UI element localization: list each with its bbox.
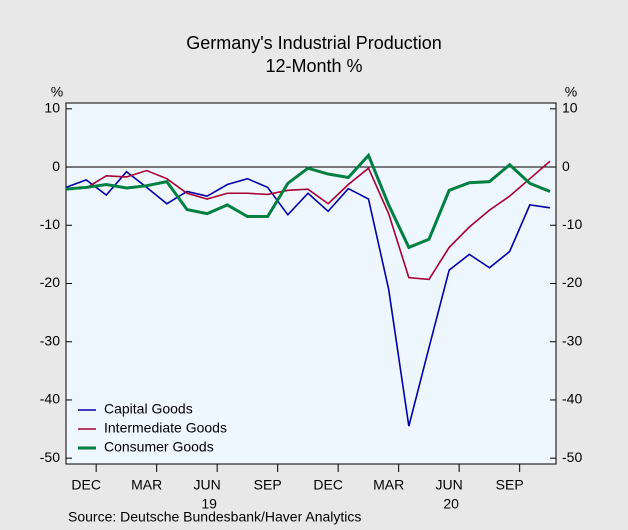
x-tick-label: JUN (194, 477, 221, 493)
series-line (65, 160, 551, 281)
y-tick-label: -30 (40, 332, 60, 348)
y2-tick-label: -30 (562, 332, 582, 348)
y-tick-label: -10 (40, 216, 60, 232)
chart-title: Germany's Industrial Production (186, 33, 442, 53)
series-line (65, 152, 551, 250)
series-line (65, 170, 551, 427)
legend-label: Capital Goods (104, 401, 193, 417)
source: Source: Deutsche Bundesbank/Haver Analyt… (68, 509, 361, 525)
plot-area (65, 102, 557, 465)
y-tick-label: 0 (52, 158, 60, 174)
y2-tick-label: -20 (562, 274, 582, 290)
y2-tick-label: -50 (562, 449, 582, 465)
chart-subtitle: 12-Month % (265, 56, 362, 76)
y-axis-label: % (51, 84, 63, 100)
y-tick-label: -20 (40, 274, 60, 290)
x-year-label: 20 (443, 496, 459, 512)
y2-axis-label: % (565, 84, 577, 100)
y2-tick-label: -10 (562, 216, 582, 232)
legend-label: Intermediate Goods (104, 420, 227, 436)
y-tick-label: -50 (40, 449, 60, 465)
x-tick-label: JUN (436, 477, 463, 493)
x-tick-label: SEP (254, 477, 282, 493)
x-year-label: 19 (201, 496, 217, 512)
y-tick-label: 10 (44, 100, 60, 116)
y2-tick-label: -40 (562, 391, 582, 407)
y2-tick-label: 10 (562, 100, 578, 116)
y-tick-label: -40 (40, 391, 60, 407)
legend-label: Consumer Goods (104, 439, 214, 455)
x-tick-label: DEC (71, 477, 101, 493)
y2-tick-label: 0 (562, 158, 570, 174)
x-tick-label: SEP (496, 477, 524, 493)
x-tick-label: DEC (313, 477, 343, 493)
x-tick-label: MAR (131, 477, 162, 493)
x-tick-label: MAR (373, 477, 404, 493)
